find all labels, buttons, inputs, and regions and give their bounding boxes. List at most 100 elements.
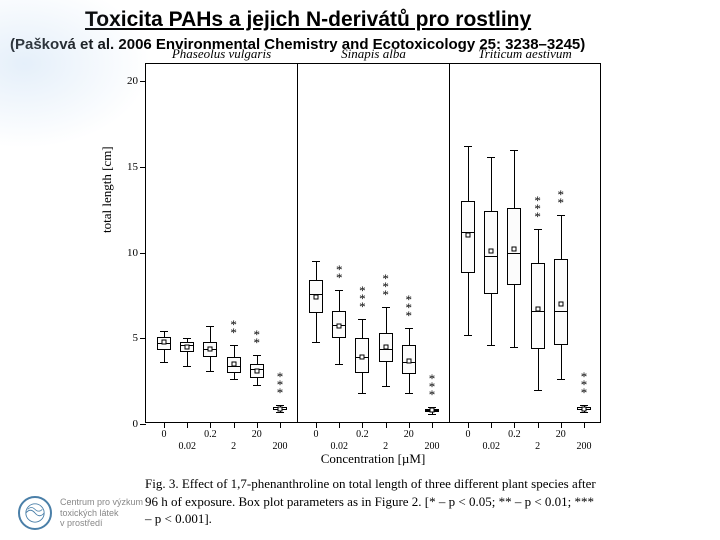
significance-marker: ** bbox=[558, 191, 565, 207]
whisker-cap bbox=[230, 345, 238, 346]
mean-marker bbox=[383, 344, 388, 349]
x-tick bbox=[468, 422, 469, 428]
y-tick-label: 5 bbox=[133, 332, 139, 344]
x-tick-label: 2 bbox=[383, 441, 388, 452]
whisker-cap bbox=[428, 414, 436, 415]
x-tick bbox=[491, 422, 492, 428]
x-tick bbox=[561, 422, 562, 428]
whisker-cap bbox=[206, 326, 214, 327]
mean-marker bbox=[185, 344, 190, 349]
whisker-cap bbox=[382, 386, 390, 387]
mean-marker bbox=[254, 368, 259, 373]
whisker-cap bbox=[358, 393, 366, 394]
y-tick-label: 20 bbox=[127, 75, 138, 87]
significance-marker: *** bbox=[359, 287, 366, 311]
panel: Phaseolus vulgaris0510152000.020.2220200… bbox=[145, 63, 297, 423]
whisker-cap bbox=[183, 338, 191, 339]
x-tick bbox=[164, 422, 165, 428]
x-tick-label: 0 bbox=[466, 429, 471, 440]
significance-marker: *** bbox=[581, 373, 588, 397]
y-tick bbox=[140, 81, 146, 82]
whisker-cap bbox=[557, 379, 565, 380]
x-tick-label: 0 bbox=[162, 429, 167, 440]
x-tick bbox=[538, 422, 539, 428]
y-tick bbox=[140, 424, 146, 425]
whisker-cap bbox=[230, 379, 238, 380]
x-tick-label: 20 bbox=[252, 429, 262, 440]
whisker-cap bbox=[580, 412, 588, 413]
mean-marker bbox=[278, 406, 283, 411]
y-tick bbox=[140, 338, 146, 339]
mean-marker bbox=[208, 346, 213, 351]
x-tick-label: 0.02 bbox=[330, 441, 348, 452]
significance-marker: *** bbox=[277, 373, 284, 397]
y-tick-label: 15 bbox=[127, 161, 138, 173]
whisker-cap bbox=[253, 355, 261, 356]
mean-marker bbox=[489, 248, 494, 253]
x-tick-label: 2 bbox=[535, 441, 540, 452]
logo-icon bbox=[18, 496, 52, 530]
x-tick bbox=[234, 422, 235, 428]
whisker-cap bbox=[510, 347, 518, 348]
x-tick-label: 0.02 bbox=[178, 441, 196, 452]
panels-row: Phaseolus vulgaris0510152000.020.2220200… bbox=[145, 63, 625, 423]
whisker-cap bbox=[382, 307, 390, 308]
mean-marker bbox=[582, 406, 587, 411]
x-tick-label: 2 bbox=[231, 441, 236, 452]
x-tick bbox=[362, 422, 363, 428]
significance-marker: ** bbox=[336, 266, 343, 282]
x-tick-label: 0.2 bbox=[508, 429, 521, 440]
whisker-cap bbox=[358, 319, 366, 320]
whisker-cap bbox=[464, 146, 472, 147]
figure: total length [cm] Phaseolus vulgaris0510… bbox=[95, 63, 625, 528]
x-tick-label: 200 bbox=[425, 441, 440, 452]
x-tick bbox=[187, 422, 188, 428]
y-tick-label: 0 bbox=[133, 418, 139, 430]
y-tick bbox=[140, 167, 146, 168]
footer-line3: v prostředí bbox=[60, 518, 143, 528]
x-axis-label: Concentration [µM] bbox=[145, 451, 601, 467]
footer-line2: toxických látek bbox=[60, 508, 143, 518]
median-line bbox=[484, 256, 498, 257]
y-tick bbox=[140, 253, 146, 254]
mean-marker bbox=[406, 358, 411, 363]
whisker-cap bbox=[253, 385, 261, 386]
mean-marker bbox=[360, 355, 365, 360]
mean-marker bbox=[337, 324, 342, 329]
x-tick bbox=[432, 422, 433, 428]
significance-marker: ** bbox=[254, 331, 261, 347]
whisker-cap bbox=[160, 331, 168, 332]
panel: Triticum aestivum00.020.2220200******** bbox=[449, 63, 601, 423]
whisker-cap bbox=[405, 393, 413, 394]
title-block: Toxicita PAHs a jejich N-derivátů pro ro… bbox=[0, 0, 720, 34]
whisker-cap bbox=[487, 157, 495, 158]
x-tick-label: 0.2 bbox=[204, 429, 217, 440]
footer-text: Centrum pro výzkum toxických látek v pro… bbox=[60, 497, 143, 528]
mean-marker bbox=[314, 295, 319, 300]
figure-caption: Fig. 3. Effect of 1,7-phenanthroline on … bbox=[145, 475, 601, 528]
x-tick-label: 200 bbox=[577, 441, 592, 452]
panel-title: Sinapis alba bbox=[298, 46, 449, 62]
mean-marker bbox=[558, 302, 563, 307]
x-tick-label: 200 bbox=[273, 441, 288, 452]
x-tick bbox=[210, 422, 211, 428]
whisker-cap bbox=[206, 371, 214, 372]
x-tick bbox=[339, 422, 340, 428]
significance-marker: *** bbox=[534, 197, 541, 221]
x-tick-label: 0.02 bbox=[482, 441, 500, 452]
whisker-cap bbox=[160, 362, 168, 363]
whisker-cap bbox=[534, 229, 542, 230]
significance-marker: *** bbox=[406, 296, 413, 320]
significance-marker: ** bbox=[230, 321, 237, 337]
panel: Sinapis alba00.020.2220200************** bbox=[297, 63, 449, 423]
whisker-cap bbox=[464, 335, 472, 336]
x-tick bbox=[514, 422, 515, 428]
median-line bbox=[554, 311, 568, 312]
x-tick bbox=[280, 422, 281, 428]
mean-marker bbox=[162, 339, 167, 344]
x-tick bbox=[386, 422, 387, 428]
whisker-cap bbox=[557, 215, 565, 216]
significance-marker: *** bbox=[429, 375, 436, 399]
whisker-cap bbox=[312, 342, 320, 343]
mean-marker bbox=[430, 408, 435, 413]
